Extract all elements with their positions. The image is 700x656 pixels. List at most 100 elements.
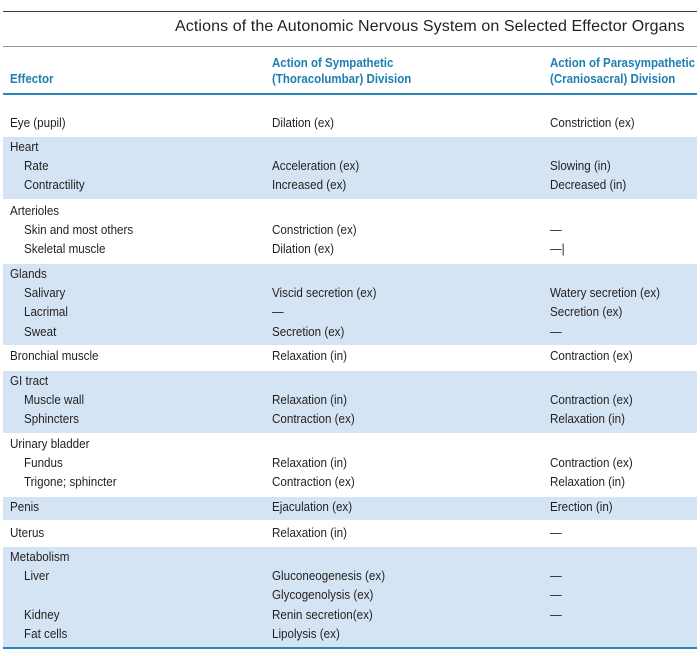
sympathetic-cell: Contraction (ex)	[272, 475, 355, 490]
effector-cell: Sweat	[24, 324, 57, 339]
effector-cell: Salivary	[24, 286, 66, 301]
parasympathetic-cell: Decreased (in)	[550, 178, 627, 193]
parasympathetic-cell: Contraction (ex)	[550, 456, 633, 471]
row-group: Bronchial muscle Relaxation (in) Contracti…	[3, 346, 697, 369]
table-row: Penis Ejaculation (ex) Erection (in)	[3, 498, 697, 517]
row-group: Metabolism Liver Gluconeogenesis (ex) — Glyc…	[3, 547, 697, 647]
effector-cell: Kidney	[24, 607, 60, 622]
parasympathetic-cell: Contraction (ex)	[550, 349, 633, 363]
parasympathetic-cell: —	[550, 324, 562, 339]
sympathetic-cell: Secretion (ex)	[272, 324, 345, 339]
parasympathetic-cell: Constriction (ex)	[550, 116, 635, 130]
effector-cell: Urinary bladder	[10, 437, 90, 451]
parasympathetic-cell: —	[550, 607, 562, 622]
effector-cell: Trigone; sphincter	[24, 475, 117, 490]
parasympathetic-cell: —|	[550, 242, 565, 257]
row-group: Arterioles Skin and most others Constricti…	[3, 201, 697, 263]
table-row: Contractility Increased (ex) Decreased (in…	[3, 176, 697, 195]
table-row: Sweat Secretion (ex) —	[3, 323, 697, 342]
table-row: Rate Acceleration (ex) Slowing (in)	[3, 157, 697, 176]
table-row: Arterioles	[3, 202, 697, 221]
header-parasympathetic: Action of Parasympathetic (Craniosacral)…	[550, 55, 695, 87]
header-effector: Effector	[10, 72, 54, 86]
table-row: GI tract	[3, 372, 697, 391]
effector-cell: Lacrimal	[24, 305, 68, 320]
parasympathetic-cell: —	[550, 569, 562, 584]
table-row: Heart	[3, 138, 697, 157]
effector-cell: GI tract	[10, 374, 49, 388]
header-rule	[3, 93, 697, 95]
table-row: Bronchial muscle Relaxation (in) Contracti…	[3, 347, 697, 366]
header-sympathetic-line2: (Thoracolumbar) Division	[272, 72, 412, 86]
row-group: Penis Ejaculation (ex) Erection (in)	[3, 497, 697, 521]
parasympathetic-cell: Watery secretion (ex)	[550, 286, 661, 301]
table-row: Fat cells Lipolysis (ex)	[3, 625, 697, 644]
effector-cell: Skin and most others	[24, 223, 134, 238]
sympathetic-cell: Lipolysis (ex)	[272, 626, 340, 641]
effector-cell: Bronchial muscle	[10, 349, 99, 363]
sympathetic-cell: Relaxation (in)	[272, 456, 347, 471]
effector-cell: Fat cells	[24, 626, 68, 641]
table-title: Actions of the Autonomic Nervous System …	[175, 18, 685, 35]
parasympathetic-cell: —	[550, 223, 562, 238]
effector-cell: Fundus	[24, 456, 63, 471]
parasympathetic-cell: —	[550, 588, 562, 603]
parasympathetic-cell: —	[550, 526, 562, 540]
sympathetic-cell: Relaxation (in)	[272, 393, 347, 408]
effector-cell: Sphincters	[24, 412, 79, 427]
table-row: Lacrimal — Secretion (ex)	[3, 303, 697, 322]
sympathetic-cell: Relaxation (in)	[272, 349, 347, 363]
sympathetic-cell: Renin secretion(ex)	[272, 607, 373, 622]
effector-cell: Muscle wall	[24, 393, 85, 408]
row-group: Heart Rate Acceleration (ex) Slowing (in) Co…	[3, 137, 697, 199]
parasympathetic-cell: Relaxation (in)	[550, 475, 625, 490]
table-row: Kidney Renin secretion(ex) —	[3, 606, 697, 625]
parasympathetic-cell: Contraction (ex)	[550, 393, 633, 408]
header-sympathetic: Action of Sympathetic (Thoracolumbar) Di…	[272, 55, 411, 87]
parasympathetic-cell: Erection (in)	[550, 500, 613, 514]
table-row: Glycogenolysis (ex) —	[3, 586, 697, 605]
sympathetic-cell: —	[272, 305, 284, 320]
effector-cell: Metabolism	[10, 550, 70, 564]
parasympathetic-cell: Secretion (ex)	[550, 305, 623, 320]
header-parasympathetic-line1: Action of Parasympathetic	[550, 56, 696, 70]
sympathetic-cell: Increased (ex)	[272, 178, 347, 193]
table-row: Urinary bladder	[3, 435, 697, 454]
effector-cell: Skeletal muscle	[24, 242, 106, 257]
row-group: Eye (pupil) Dilation (ex) Constriction (ex…	[3, 113, 697, 136]
top-rule	[3, 11, 697, 12]
effector-cell: Uterus	[10, 526, 45, 540]
sympathetic-cell: Ejaculation (ex)	[272, 500, 353, 514]
table-row: Metabolism	[3, 548, 697, 567]
row-group: GI tract Muscle wall Relaxation (in) Contra…	[3, 371, 697, 433]
sympathetic-cell: Dilation (ex)	[272, 116, 335, 130]
table-row: Skin and most others Constriction (ex) —	[3, 221, 697, 240]
table-row: Uterus Relaxation (in) —	[3, 524, 697, 543]
table-row: Glands	[3, 265, 697, 284]
header-sympathetic-line1: Action of Sympathetic	[272, 56, 394, 70]
effector-cell: Eye (pupil)	[10, 116, 66, 130]
table-row: Muscle wall Relaxation (in) Contraction (e…	[3, 391, 697, 410]
table-row: Eye (pupil) Dilation (ex) Constriction (ex…	[3, 114, 697, 133]
bottom-rule	[3, 647, 697, 649]
table-row: Salivary Viscid secretion (ex) Watery secr…	[3, 284, 697, 303]
sympathetic-cell: Contraction (ex)	[272, 412, 355, 427]
parasympathetic-cell: Slowing (in)	[550, 159, 611, 174]
row-group: Glands Salivary Viscid secretion (ex) Water…	[3, 264, 697, 345]
table-row: Fundus Relaxation (in) Contraction (ex)	[3, 454, 697, 473]
sympathetic-cell: Gluconeogenesis (ex)	[272, 569, 386, 584]
sympathetic-cell: Acceleration (ex)	[272, 159, 360, 174]
effector-cell: Rate	[24, 159, 49, 174]
table-row: Trigone; sphincter Contraction (ex) Relaxa…	[3, 473, 697, 492]
sympathetic-cell: Dilation (ex)	[272, 242, 335, 257]
sympathetic-cell: Relaxation (in)	[272, 526, 347, 540]
table-row: Sphincters Contraction (ex) Relaxation (in…	[3, 410, 697, 429]
table-row: Skeletal muscle Dilation (ex) —|	[3, 240, 697, 259]
parasympathetic-cell: Relaxation (in)	[550, 412, 625, 427]
effector-cell: Liver	[24, 569, 50, 584]
sympathetic-cell: Glycogenolysis (ex)	[272, 588, 374, 603]
effector-cell: Heart	[10, 140, 39, 154]
row-group: Uterus Relaxation (in) —	[3, 523, 697, 546]
sympathetic-cell: Viscid secretion (ex)	[272, 286, 377, 301]
sympathetic-cell: Constriction (ex)	[272, 223, 357, 238]
